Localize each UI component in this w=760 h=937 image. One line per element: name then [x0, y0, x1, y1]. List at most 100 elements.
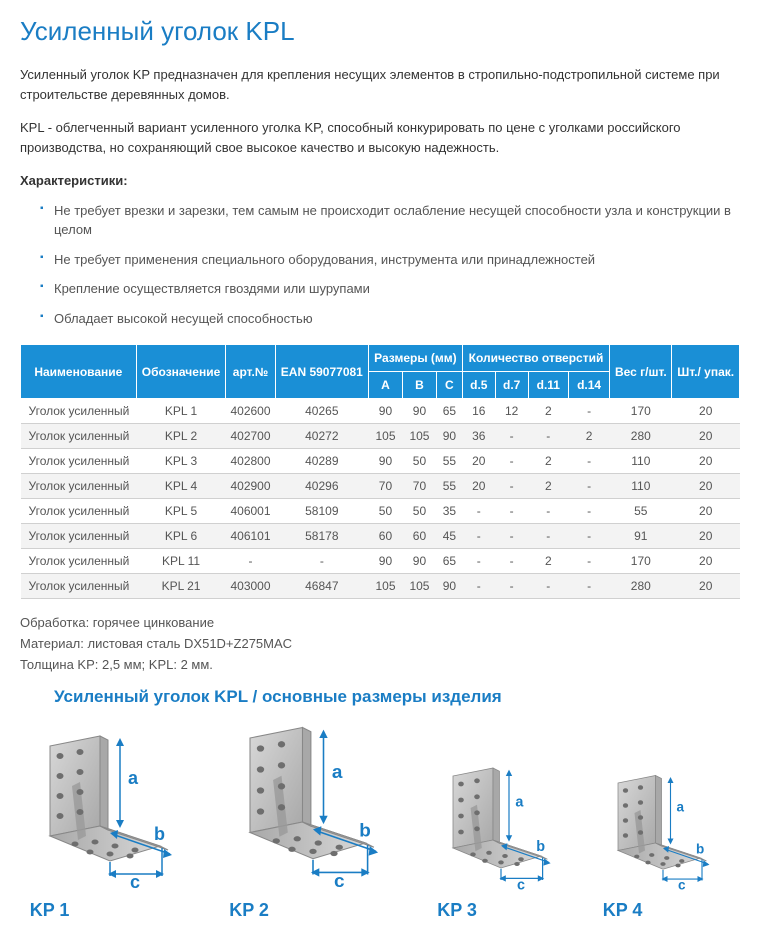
table-subheader: B: [402, 372, 436, 399]
table-subheader: C: [436, 372, 462, 399]
table-cell: -: [528, 524, 568, 549]
table-cell: 90: [369, 549, 403, 574]
table-cell: 40289: [275, 449, 368, 474]
intro-paragraph-1: Усиленный уголок KP предназначен для кре…: [20, 65, 740, 104]
svg-text:a: a: [332, 762, 343, 783]
table-cell: -: [226, 549, 275, 574]
table-header: Размеры (мм): [369, 345, 463, 372]
table-header: Шт./ упак.: [672, 345, 740, 399]
bracket-figure: a b c KP 4: [603, 768, 731, 921]
table-cell: -: [462, 499, 495, 524]
bracket-figure: a b c KP 2: [229, 717, 408, 921]
table-cell: 110: [610, 474, 672, 499]
table-cell: Уголок усиленный: [21, 449, 137, 474]
table-cell: -: [568, 574, 609, 599]
bracket-label: KP 1: [30, 900, 70, 921]
feature-item: Не требует врезки и зарезки, тем самым н…: [40, 201, 740, 240]
table-cell: 105: [402, 574, 436, 599]
table-cell: Уголок усиленный: [21, 499, 137, 524]
table-cell: 35: [436, 499, 462, 524]
table-cell: -: [462, 524, 495, 549]
table-header: EAN 59077081: [275, 345, 368, 399]
table-cell: 65: [436, 399, 462, 424]
table-subheader: d.7: [495, 372, 528, 399]
table-cell: 91: [610, 524, 672, 549]
table-cell: KPL 11: [136, 549, 226, 574]
svg-text:a: a: [128, 768, 139, 788]
table-row: Уголок усиленныйKPL 21403000468471051059…: [21, 574, 740, 599]
table-cell: 90: [369, 399, 403, 424]
table-cell: Уголок усиленный: [21, 524, 137, 549]
table-header: Обозначение: [136, 345, 226, 399]
table-cell: -: [568, 399, 609, 424]
diagram-row: a b c KP 1: [20, 717, 740, 921]
table-row: Уголок усиленныйKPL 540600158109505035--…: [21, 499, 740, 524]
svg-text:b: b: [154, 824, 165, 844]
feature-item: Крепление осуществляется гвоздями или шу…: [40, 279, 740, 299]
table-cell: 403000: [226, 574, 275, 599]
table-cell: 90: [402, 549, 436, 574]
table-cell: 70: [369, 474, 403, 499]
table-cell: 20: [672, 424, 740, 449]
table-cell: 2: [568, 424, 609, 449]
table-cell: -: [528, 574, 568, 599]
svg-text:b: b: [359, 821, 371, 842]
table-cell: 402800: [226, 449, 275, 474]
table-cell: -: [495, 549, 528, 574]
diagram-title: Усиленный уголок KPL / основные размеры …: [54, 687, 740, 707]
table-cell: -: [495, 499, 528, 524]
feature-item: Не требует применения специального обору…: [40, 250, 740, 270]
table-cell: 280: [610, 424, 672, 449]
table-cell: KPL 4: [136, 474, 226, 499]
table-cell: 402900: [226, 474, 275, 499]
table-cell: 55: [436, 474, 462, 499]
table-cell: -: [462, 549, 495, 574]
bracket-label: KP 2: [229, 900, 269, 921]
note-line: Толщина KP: 2,5 мм; KPL: 2 мм.: [20, 655, 740, 676]
bracket-diagram: a b c: [603, 768, 731, 896]
table-subheader: d.11: [528, 372, 568, 399]
table-cell: -: [462, 574, 495, 599]
table-cell: 50: [402, 449, 436, 474]
svg-text:c: c: [678, 878, 686, 893]
table-cell: -: [495, 474, 528, 499]
table-cell: 105: [369, 424, 403, 449]
table-cell: 20: [672, 549, 740, 574]
table-cell: 110: [610, 449, 672, 474]
table-cell: -: [275, 549, 368, 574]
svg-text:b: b: [696, 842, 704, 857]
table-cell: -: [568, 499, 609, 524]
table-cell: 55: [436, 449, 462, 474]
table-cell: -: [568, 549, 609, 574]
bracket-diagram: a b c: [229, 717, 408, 896]
table-cell: 406001: [226, 499, 275, 524]
table-cell: 55: [610, 499, 672, 524]
table-cell: 20: [672, 399, 740, 424]
table-cell: 36: [462, 424, 495, 449]
table-cell: -: [495, 524, 528, 549]
table-cell: 2: [528, 474, 568, 499]
table-cell: 90: [436, 574, 462, 599]
table-header: арт.№: [226, 345, 275, 399]
table-cell: 70: [402, 474, 436, 499]
note-line: Материал: листовая сталь DX51D+Z275MAC: [20, 634, 740, 655]
table-cell: 90: [436, 424, 462, 449]
table-row: Уголок усиленныйKPL 11--909065--2-17020: [21, 549, 740, 574]
table-cell: 105: [402, 424, 436, 449]
bracket-label: KP 3: [437, 900, 477, 921]
table-cell: -: [528, 499, 568, 524]
table-row: Уголок усиленныйKPL 640610158178606045--…: [21, 524, 740, 549]
table-cell: 40272: [275, 424, 368, 449]
table-cell: 2: [528, 399, 568, 424]
table-cell: 20: [672, 474, 740, 499]
table-cell: 406101: [226, 524, 275, 549]
table-cell: 90: [369, 449, 403, 474]
table-header: Количество отверстий: [462, 345, 609, 372]
table-cell: 402700: [226, 424, 275, 449]
bracket-diagram: a b c: [30, 726, 200, 896]
table-cell: 12: [495, 399, 528, 424]
table-cell: 20: [672, 499, 740, 524]
table-row: Уголок усиленныйKPL 44029004029670705520…: [21, 474, 740, 499]
table-cell: KPL 5: [136, 499, 226, 524]
table-cell: -: [495, 574, 528, 599]
